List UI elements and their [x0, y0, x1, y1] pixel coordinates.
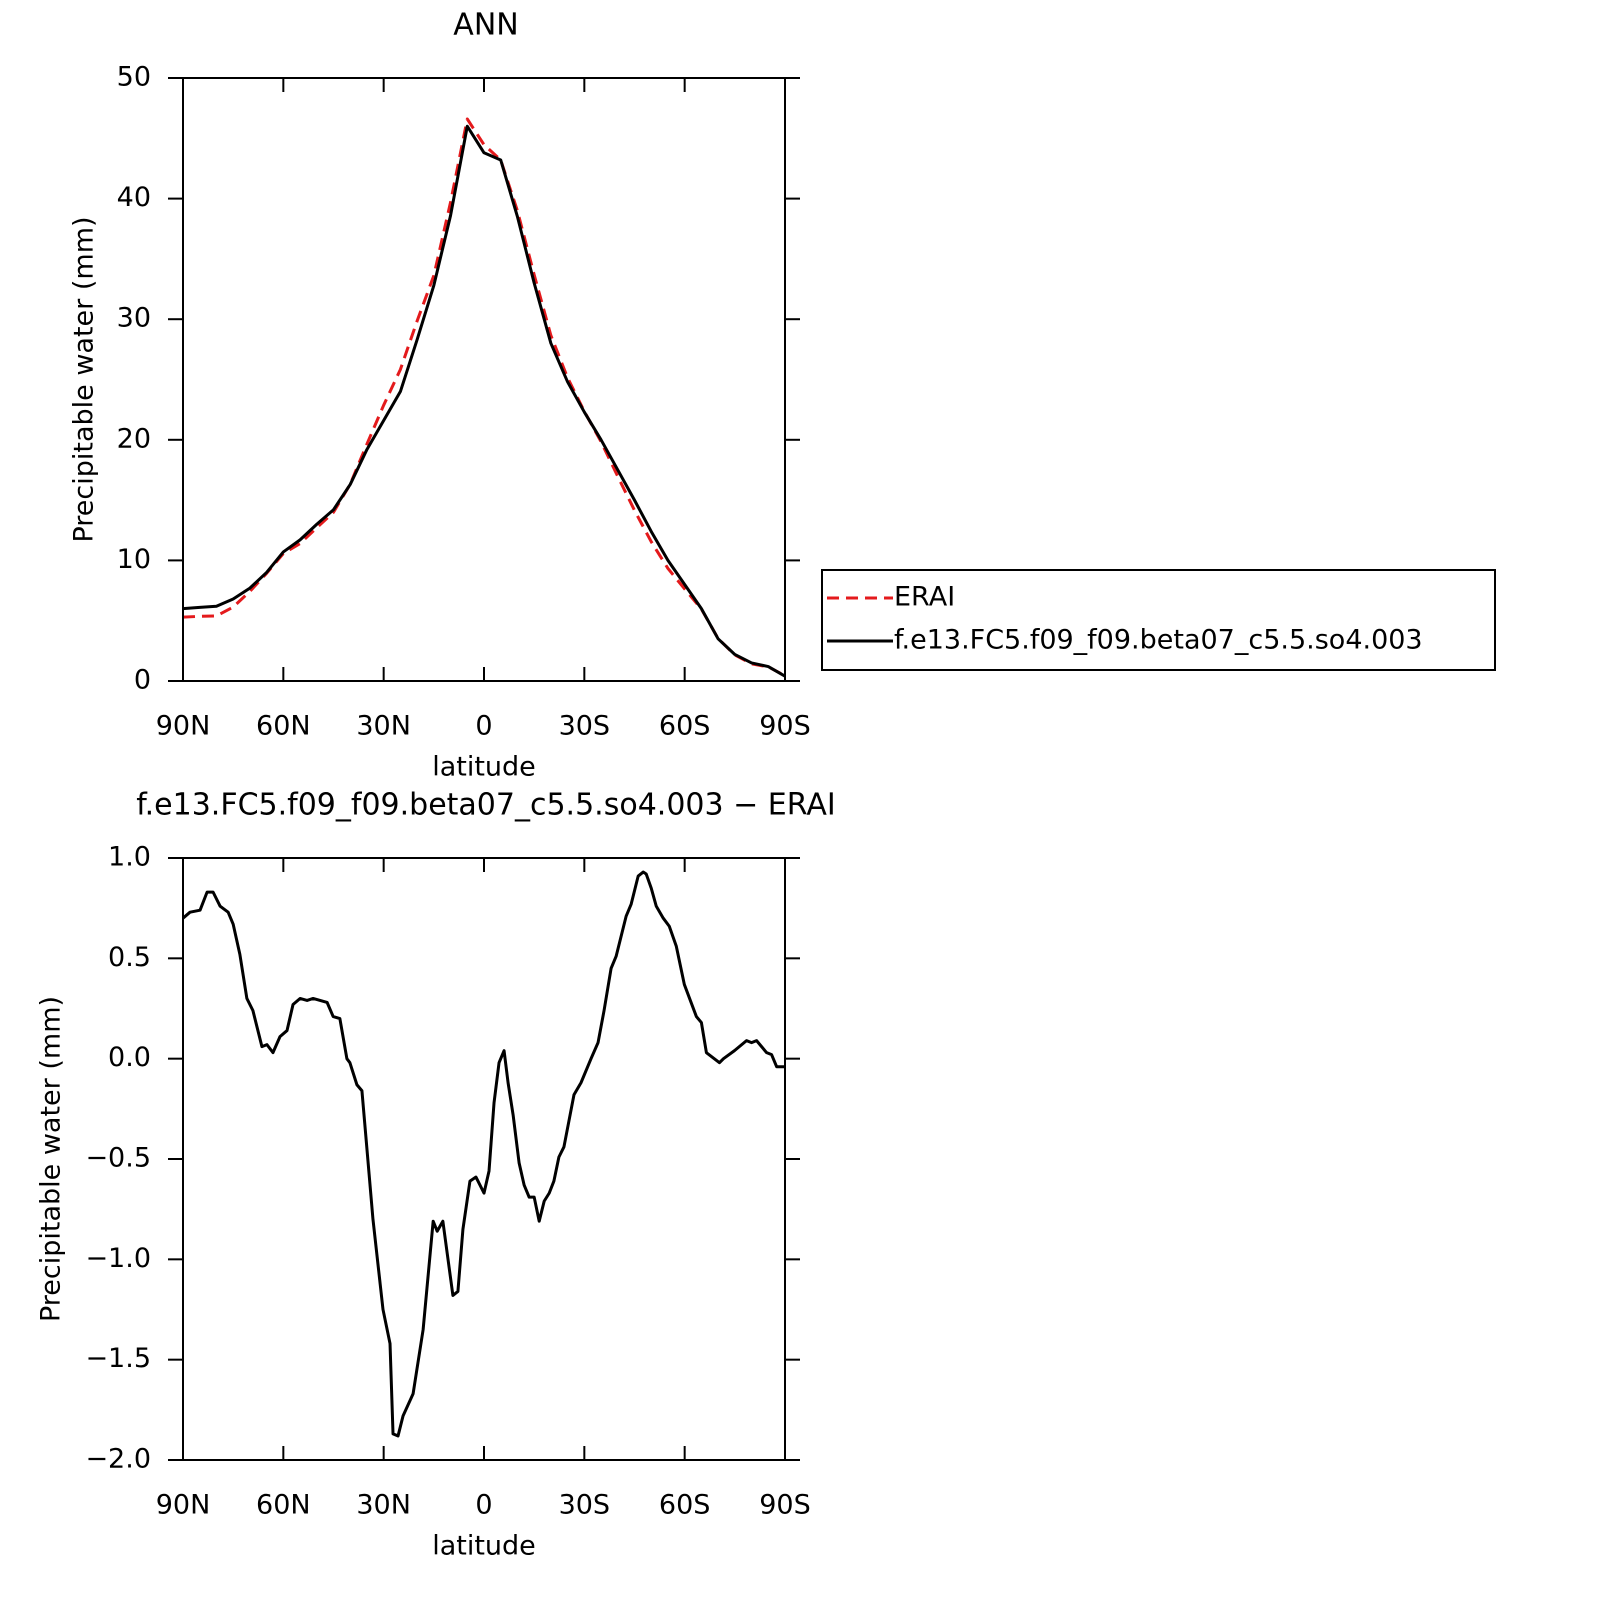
legend-label: ERAI: [894, 582, 955, 613]
x-tick-label: 0: [475, 1490, 492, 1521]
y-tick-label: 40: [117, 182, 151, 213]
chart-title: ANN: [453, 8, 518, 43]
x-tick-label: 60N: [256, 711, 311, 742]
y-tick-label: 0: [134, 665, 151, 696]
x-tick-label: 30N: [356, 711, 411, 742]
x-tick-label: 60N: [256, 1490, 311, 1521]
x-tick-label: 60S: [659, 711, 711, 742]
y-tick-label: 20: [117, 423, 151, 454]
y-tick-label: 0.0: [108, 1042, 151, 1073]
x-tick-label: 90N: [156, 711, 211, 742]
y-tick-label: −2.0: [85, 1444, 151, 1475]
x-axis-label: latitude: [432, 1531, 536, 1562]
y-tick-label: 1.0: [108, 842, 151, 873]
x-tick-label: 30S: [559, 711, 611, 742]
plot-frame: [182, 77, 786, 682]
x-tick-label: 30N: [356, 1490, 411, 1521]
data-line: [182, 117, 786, 678]
y-axis-label: Precipitable water (mm): [69, 216, 100, 542]
plot-frame: [182, 857, 786, 1461]
y-tick-label: 0.5: [108, 942, 151, 973]
y-tick-label: −0.5: [85, 1143, 151, 1174]
y-tick-label: 30: [117, 303, 151, 334]
x-tick-label: 90N: [156, 1490, 211, 1521]
y-tick-label: 50: [117, 62, 151, 93]
y-axis-label: Precipitable water (mm): [36, 996, 67, 1322]
x-tick-label: 60S: [659, 1490, 711, 1521]
data-line: [182, 870, 785, 1438]
data-line: [182, 124, 786, 678]
legend-label: f.e13.FC5.f09_f09.beta07_c5.5.so4.003: [894, 625, 1423, 656]
y-tick-label: −1.5: [85, 1343, 151, 1374]
x-tick-label: 90S: [759, 711, 811, 742]
legend-box: [821, 569, 1496, 671]
y-tick-label: −1.0: [85, 1243, 151, 1274]
x-tick-label: 0: [475, 711, 492, 742]
x-tick-label: 90S: [759, 1490, 811, 1521]
x-tick-label: 30S: [559, 1490, 611, 1521]
chart-title: f.e13.FC5.f09_f09.beta07_c5.5.so4.003 − …: [136, 788, 836, 823]
y-tick-label: 10: [117, 544, 151, 575]
x-axis-label: latitude: [432, 752, 536, 783]
